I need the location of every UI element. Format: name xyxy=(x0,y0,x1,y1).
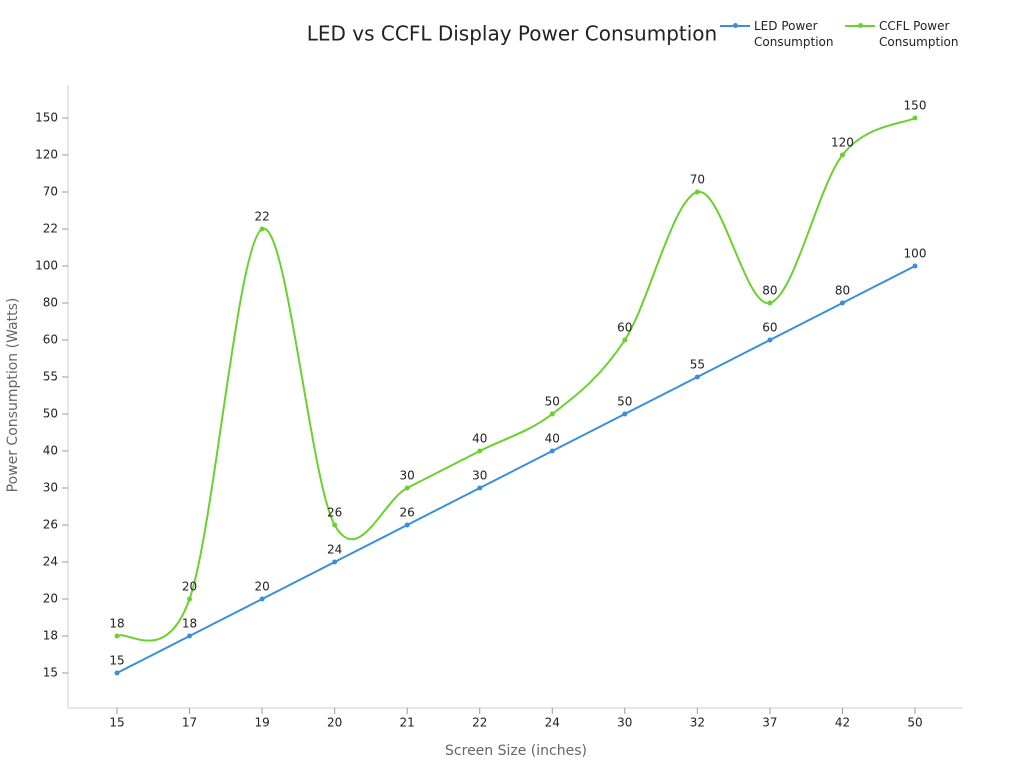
x-tick-label: 37 xyxy=(762,716,777,730)
legend-item[interactable]: LED Power Consumption xyxy=(720,18,842,50)
y-tick-label: 26 xyxy=(43,518,58,532)
value-label: 70 xyxy=(690,173,705,187)
value-label: 15 xyxy=(109,654,124,668)
value-label: 30 xyxy=(472,469,487,483)
value-label: 55 xyxy=(690,358,705,372)
point xyxy=(404,485,410,491)
x-tick-label: 30 xyxy=(617,716,632,730)
x-tick-label: 21 xyxy=(400,716,415,730)
point xyxy=(187,633,193,639)
value-label: 60 xyxy=(617,321,632,335)
legend-label: LED Power Consumption xyxy=(754,19,834,49)
point xyxy=(114,670,120,676)
value-label: 30 xyxy=(400,469,415,483)
value-label: 100 xyxy=(904,247,927,261)
x-tick-label: 22 xyxy=(472,716,487,730)
value-label: 18 xyxy=(109,617,124,631)
value-label: 22 xyxy=(254,210,269,224)
legend-label: CCFL Power Consumption xyxy=(879,19,959,49)
value-label: 18 xyxy=(182,617,197,631)
point xyxy=(839,300,845,306)
x-tick-label: 24 xyxy=(545,716,560,730)
point xyxy=(912,115,918,121)
point xyxy=(259,226,265,232)
x-tick-label: 19 xyxy=(254,716,269,730)
point xyxy=(477,448,483,454)
value-label: 40 xyxy=(545,432,560,446)
y-tick-label: 120 xyxy=(35,148,58,162)
legend-item[interactable]: CCFL Power Consumption xyxy=(845,18,967,50)
x-tick-label: 15 xyxy=(109,716,124,730)
y-tick-label: 60 xyxy=(43,333,58,347)
point xyxy=(694,374,700,380)
value-label: 20 xyxy=(254,580,269,594)
value-label: 150 xyxy=(904,99,927,113)
y-tick-label: 22 xyxy=(43,222,58,236)
point xyxy=(259,596,265,602)
value-label: 120 xyxy=(831,136,854,150)
chart-title: LED vs CCFL Display Power Consumption xyxy=(307,22,717,46)
point xyxy=(477,485,483,491)
value-label: 26 xyxy=(400,506,415,520)
point xyxy=(332,559,338,565)
value-label: 50 xyxy=(545,395,560,409)
legend-swatch xyxy=(720,18,750,34)
x-tick-label: 50 xyxy=(907,716,922,730)
y-tick-label: 50 xyxy=(43,407,58,421)
y-tick-label: 18 xyxy=(43,629,58,643)
point xyxy=(549,448,555,454)
point xyxy=(839,152,845,158)
x-tick-label: 32 xyxy=(690,716,705,730)
y-tick-label: 20 xyxy=(43,592,58,606)
value-label: 40 xyxy=(472,432,487,446)
value-label: 20 xyxy=(182,580,197,594)
value-label: 60 xyxy=(762,321,777,335)
x-axis-title: Screen Size (inches) xyxy=(445,743,587,759)
point xyxy=(622,337,628,343)
point xyxy=(404,522,410,528)
point xyxy=(187,596,193,602)
point xyxy=(114,633,120,639)
point xyxy=(912,263,918,269)
value-label: 80 xyxy=(762,284,777,298)
point xyxy=(549,411,555,417)
value-label: 26 xyxy=(327,506,342,520)
y-tick-label: 24 xyxy=(43,555,58,569)
x-tick-label: 42 xyxy=(835,716,850,730)
x-tick-label: 20 xyxy=(327,716,342,730)
point xyxy=(694,189,700,195)
line xyxy=(116,117,916,642)
value-label: 50 xyxy=(617,395,632,409)
point xyxy=(767,337,773,343)
point xyxy=(622,411,628,417)
line xyxy=(116,265,916,674)
y-tick-label: 15 xyxy=(43,666,58,680)
value-label: 24 xyxy=(327,543,342,557)
y-tick-label: 150 xyxy=(35,111,58,125)
value-label: 80 xyxy=(835,284,850,298)
point xyxy=(767,300,773,306)
y-tick-label: 40 xyxy=(43,444,58,458)
y-tick-label: 100 xyxy=(35,259,58,273)
legend-swatch xyxy=(845,18,875,34)
y-axis-title: Power Consumption (Watts) xyxy=(5,298,21,493)
y-tick-label: 70 xyxy=(43,185,58,199)
x-tick-label: 17 xyxy=(182,716,197,730)
y-tick-label: 55 xyxy=(43,370,58,384)
y-tick-label: 30 xyxy=(43,481,58,495)
point xyxy=(332,522,338,528)
y-tick-label: 80 xyxy=(43,296,58,310)
